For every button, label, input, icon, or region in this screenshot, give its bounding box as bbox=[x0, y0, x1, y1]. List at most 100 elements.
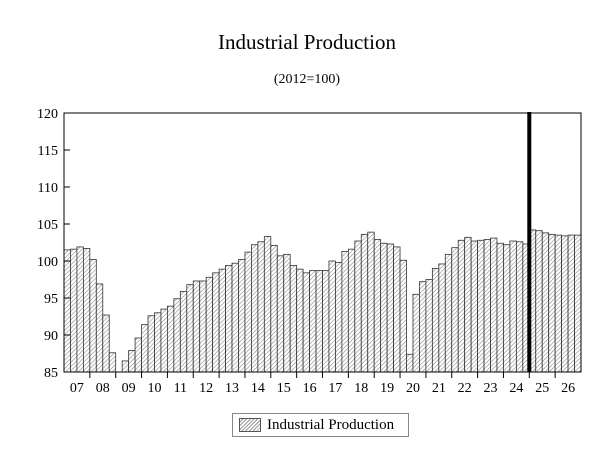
bar bbox=[451, 247, 459, 373]
x-tick-label: 25 bbox=[535, 381, 549, 396]
bar bbox=[535, 230, 543, 373]
x-tick-label: 23 bbox=[484, 381, 498, 396]
bar bbox=[289, 265, 298, 373]
bar bbox=[509, 240, 517, 373]
bar bbox=[296, 268, 304, 373]
y-tick-label: 100 bbox=[37, 255, 58, 270]
bar bbox=[205, 276, 214, 373]
x-tick-label: 12 bbox=[199, 381, 213, 396]
bar bbox=[425, 279, 433, 373]
bar bbox=[302, 272, 310, 373]
chart-subtitle: (2012=100) bbox=[273, 72, 341, 87]
bar bbox=[347, 248, 356, 373]
bar bbox=[541, 232, 550, 373]
bar bbox=[218, 268, 226, 373]
bar bbox=[367, 231, 375, 373]
bar bbox=[263, 236, 272, 373]
bar bbox=[496, 242, 504, 373]
bar bbox=[444, 253, 453, 373]
bar bbox=[335, 262, 343, 373]
x-tick-label: 13 bbox=[225, 381, 239, 396]
bar bbox=[212, 272, 220, 373]
x-tick-label: 11 bbox=[174, 381, 187, 396]
bar bbox=[179, 290, 188, 373]
bar bbox=[147, 315, 155, 373]
y-tick-label: 85 bbox=[44, 366, 58, 381]
bar bbox=[121, 360, 130, 373]
y-tick-label: 110 bbox=[38, 181, 58, 196]
bar bbox=[63, 249, 71, 373]
chart-title: Industrial Production bbox=[218, 30, 396, 54]
bar bbox=[231, 262, 239, 373]
bar bbox=[128, 350, 136, 373]
bar bbox=[322, 270, 330, 373]
bar bbox=[457, 239, 466, 373]
bar bbox=[238, 259, 246, 373]
bar bbox=[412, 293, 420, 373]
x-tick-label: 07 bbox=[70, 381, 84, 396]
bar bbox=[134, 337, 142, 373]
bar bbox=[380, 242, 388, 373]
bar bbox=[431, 267, 440, 373]
legend-label: Industrial Production bbox=[267, 416, 395, 433]
x-tick-label: 24 bbox=[509, 381, 523, 396]
legend-swatch bbox=[239, 418, 261, 432]
bar bbox=[438, 263, 446, 373]
bar bbox=[515, 241, 524, 373]
bar bbox=[567, 234, 575, 373]
bar bbox=[419, 281, 427, 373]
bar bbox=[166, 305, 175, 373]
bar bbox=[82, 248, 91, 373]
x-tick-label: 08 bbox=[96, 381, 110, 396]
bar bbox=[89, 259, 97, 373]
bar bbox=[399, 259, 407, 373]
y-axis: 85 90 95 100 105 110 115 120 bbox=[37, 107, 70, 381]
bar bbox=[554, 234, 563, 373]
bar bbox=[360, 233, 369, 373]
bar bbox=[108, 352, 117, 373]
bar bbox=[276, 255, 285, 373]
x-tick-label: 18 bbox=[354, 381, 368, 396]
x-tick-label: 10 bbox=[147, 381, 161, 396]
bar bbox=[354, 240, 362, 373]
bar bbox=[341, 250, 349, 373]
bar bbox=[483, 239, 491, 373]
bar bbox=[470, 240, 479, 373]
bar bbox=[548, 233, 556, 373]
bar bbox=[270, 245, 278, 373]
bar bbox=[76, 246, 84, 373]
bar bbox=[251, 244, 259, 373]
bar bbox=[141, 324, 149, 373]
bar bbox=[173, 298, 181, 373]
bar bbox=[244, 251, 252, 373]
bar bbox=[503, 244, 511, 373]
bar bbox=[386, 243, 394, 373]
y-tick-label: 105 bbox=[37, 218, 58, 233]
x-axis: 07 08 09 10 11 12 13 14 15 16 17 18 19 20 21 22 23 24 25 26 bbox=[70, 372, 575, 396]
bar bbox=[283, 253, 291, 373]
industrial-production-chart: 85 90 95 100 105 110 115 120 07 08 09 10 11 12 13 14 15… bbox=[37, 107, 582, 396]
bar bbox=[373, 239, 382, 373]
bar bbox=[315, 270, 323, 373]
x-tick-label: 17 bbox=[328, 381, 342, 396]
bar bbox=[561, 235, 569, 373]
bar bbox=[186, 284, 194, 373]
y-tick-label: 95 bbox=[44, 292, 58, 307]
bar bbox=[406, 353, 414, 373]
bar bbox=[225, 265, 233, 373]
bars-layer bbox=[63, 229, 582, 373]
bar bbox=[393, 246, 401, 373]
bar bbox=[477, 239, 485, 373]
x-tick-label: 14 bbox=[251, 381, 265, 396]
x-tick-label: 20 bbox=[406, 381, 420, 396]
bar bbox=[95, 283, 104, 373]
bar bbox=[309, 270, 317, 373]
bar bbox=[70, 248, 78, 373]
bar bbox=[574, 234, 582, 373]
bar bbox=[490, 237, 498, 373]
x-tick-label: 15 bbox=[277, 381, 291, 396]
bar bbox=[154, 312, 162, 373]
x-tick-label: 26 bbox=[561, 381, 575, 396]
y-tick-label: 120 bbox=[37, 107, 58, 122]
x-tick-label: 22 bbox=[458, 381, 472, 396]
